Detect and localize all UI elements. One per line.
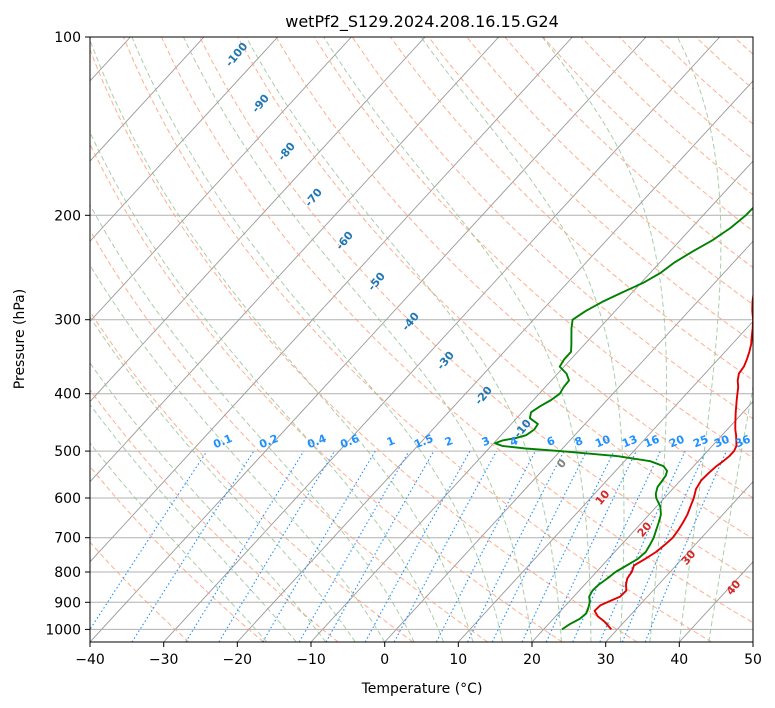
mixing-ratio-label: 20 [667, 433, 686, 451]
mixing-ratio-line [599, 450, 686, 642]
mixing-ratio-label: 8 [573, 434, 585, 449]
dry-adiabat-line [90, 465, 264, 642]
moist-adiabat-line [90, 442, 268, 642]
dry-adiabat-line [90, 143, 563, 642]
x-tick-label: 50 [744, 652, 762, 668]
moist-adiabat-line [183, 37, 533, 642]
y-tick-label: 700 [54, 531, 81, 547]
x-axis-label: Temperature (°C) [361, 681, 483, 697]
dry-adiabat-line [466, 37, 753, 306]
dry-adiabat-line [351, 37, 753, 420]
moist-adiabat-line [90, 38, 474, 642]
moist-adiabat-line [245, 37, 562, 642]
mixing-ratio-label: 16 [642, 433, 661, 451]
isotherm-line [90, 37, 573, 563]
y-tick-label: 500 [54, 444, 81, 460]
mixing-ratio-label: 36 [733, 433, 752, 451]
isotherm-line [531, 400, 753, 642]
x-tick-label: −30 [149, 652, 179, 668]
moist-adiabat-line [90, 403, 297, 642]
isotherm-line [605, 481, 753, 642]
dewpoint-trace [494, 206, 753, 631]
isotherm-line [90, 37, 279, 242]
isotherm-line [384, 240, 753, 642]
background-lines [90, 37, 753, 642]
axes: −40 −30 −20 −10 0 10 20 30 40 50 100 200 300 400 500 60… [45, 30, 762, 668]
y-tick-label: 800 [54, 565, 81, 581]
y-tick-label: 300 [54, 313, 81, 329]
x-tick-label: −40 [75, 652, 105, 668]
moist-adiabat-line [676, 37, 722, 642]
isotherm-line [90, 37, 352, 323]
isotherm-line [163, 37, 721, 642]
x-tick-label: 10 [449, 652, 467, 668]
y-tick-label: 100 [54, 30, 81, 46]
dry-adiabat-line [199, 37, 753, 581]
isotherm-line [90, 37, 205, 162]
mixing-ratio-line [131, 450, 255, 642]
moist-adiabat-line [420, 37, 625, 642]
y-tick-label: 900 [54, 595, 81, 611]
chart-title: wetPf2_S129.2024.208.16.15.G24 [285, 12, 559, 32]
x-tick-label: −10 [296, 652, 326, 668]
mixing-ratio-label: 10 [593, 433, 612, 451]
x-tick-label: −20 [223, 652, 253, 668]
mixing-ratio-label: 3 [480, 434, 492, 449]
y-axis-label: Pressure (hPa) [12, 289, 28, 389]
dry-adiabat-line [275, 37, 753, 499]
dry-adiabat-line [122, 37, 712, 642]
y-tick-label: 1000 [45, 622, 81, 638]
isotherm-line [457, 320, 753, 642]
isotherm-line [90, 37, 500, 483]
mixing-ratio-line [325, 450, 435, 642]
x-tick-label: 30 [597, 652, 615, 668]
plot-area [90, 37, 753, 642]
moist-adiabat-line [90, 316, 356, 642]
isotherm-line [90, 37, 426, 403]
dry-adiabat-line [90, 48, 638, 642]
mixing-ratio-label: 30 [712, 433, 731, 451]
temperature-trace [593, 290, 753, 631]
x-tick-label: 40 [670, 652, 688, 668]
y-tick-label: 400 [54, 387, 81, 403]
x-tick-label: 0 [380, 652, 389, 668]
mixing-ratio-label: 2 [443, 434, 455, 449]
dry-adiabat-line [161, 37, 753, 624]
isotherm-line [236, 80, 753, 642]
mixing-ratio-line [364, 450, 471, 642]
moist-adiabat-line [90, 264, 386, 642]
mixing-ratio-line [90, 450, 208, 631]
mixing-ratio-line [467, 450, 565, 642]
moist-adiabat-line [131, 37, 503, 642]
y-tick-label: 600 [54, 491, 81, 507]
dry-adiabat-line [90, 310, 414, 642]
y-tick-label: 200 [54, 208, 81, 224]
moist-adiabat-line [708, 383, 753, 642]
moist-adiabat-line [90, 203, 415, 642]
mixing-ratio-label: 25 [691, 433, 710, 451]
mixing-ratio-line [218, 450, 336, 642]
isotherm-line [310, 160, 753, 642]
sounding-traces [494, 206, 753, 631]
mixing-ratio-line [621, 450, 707, 642]
dry-adiabat-line [390, 37, 753, 381]
plot-frame [89, 36, 754, 643]
mixing-ratio-label: 1 [385, 434, 397, 449]
x-tick-label: 20 [523, 652, 541, 668]
mixing-ratio-line [491, 450, 588, 642]
isotherm-line [90, 37, 647, 642]
moist-adiabat-line [541, 37, 667, 642]
mixing-ratio-line [393, 450, 498, 642]
moist-adiabat-line [90, 131, 445, 642]
mixing-ratio-line [644, 450, 727, 642]
dry-adiabat-line [237, 37, 753, 540]
mixing-ratio-line [185, 450, 305, 642]
mixing-ratio-label: 13 [620, 433, 639, 451]
